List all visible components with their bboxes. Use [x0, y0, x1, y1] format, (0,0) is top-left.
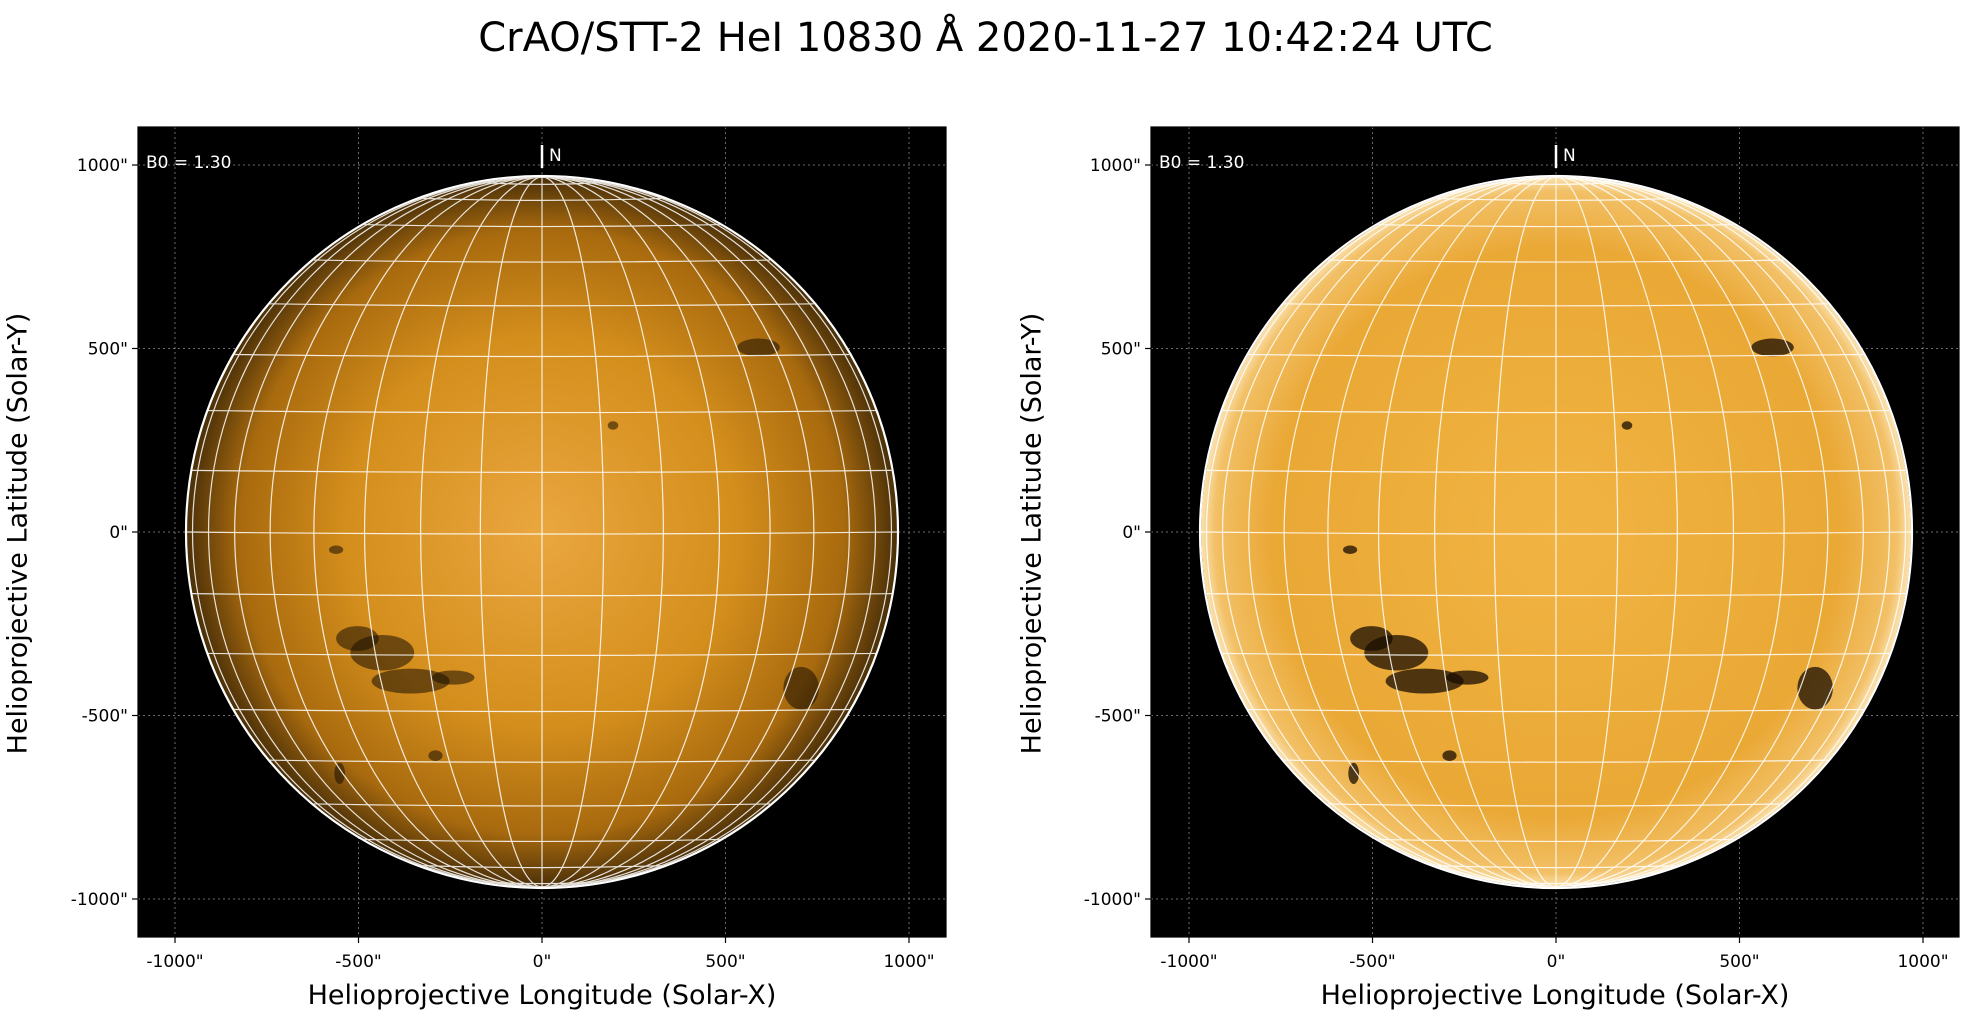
left-filament-2 — [371, 668, 450, 694]
right-meridian — [1205, 177, 1557, 887]
left-meridian — [541, 177, 893, 887]
left-heliographic-grid — [187, 177, 897, 887]
left-filament-9 — [607, 421, 619, 430]
left-meridian — [541, 177, 721, 887]
right-xtick-label: 500" — [1719, 952, 1759, 972]
left-meridian — [541, 177, 605, 887]
left-axes: N B0 = 1.30 -1000" -500" 0" 500" 1000" 1000" 500… — [71, 126, 947, 972]
left-xlabel: Helioprojective Longitude (Solar-X) — [307, 980, 777, 1011]
right-xtick-label: -500" — [1349, 952, 1395, 972]
right-meridian — [1247, 177, 1557, 887]
left-limb — [184, 174, 900, 890]
left-meridian — [541, 177, 851, 887]
right-xtick-label: -1000" — [1160, 952, 1217, 972]
left-meridian — [541, 177, 877, 887]
left-ytick-label: 1000" — [77, 156, 128, 176]
right-meridian — [1221, 177, 1557, 887]
right-meridian — [1555, 177, 1891, 887]
right-ytick-label: 1000" — [1090, 156, 1141, 176]
figure-title: CrAO/STT-2 HeI 10830 Å 2020-11-27 10:42:… — [478, 15, 1493, 61]
left-meridian — [313, 177, 543, 887]
right-xlabel: Helioprojective Longitude (Solar-X) — [1320, 980, 1790, 1011]
right-filament-7 — [1797, 666, 1833, 710]
left-filament-5 — [428, 750, 443, 761]
right-filament-4 — [1343, 545, 1358, 555]
left-xtick-label: 1000" — [883, 952, 934, 972]
left-meridian — [479, 177, 543, 887]
left-north-label: N — [549, 146, 562, 166]
right-ytick-label: 500" — [1101, 340, 1141, 360]
left-ytick-label: 500" — [88, 340, 128, 360]
right-xtick-label: 1000" — [1897, 952, 1948, 972]
left-meridian — [269, 177, 543, 887]
left-b0-label: B0 = 1.30 — [146, 153, 231, 173]
left-filament-6 — [334, 762, 345, 785]
left-ytick-label: 0" — [109, 523, 128, 543]
left-ytick-label: -1000" — [71, 890, 128, 910]
left-meridian — [541, 177, 815, 887]
left-xtick-label: -1000" — [146, 952, 203, 972]
right-filament-3 — [1445, 670, 1489, 685]
left-xtick-label: 0" — [533, 952, 552, 972]
right-ylabel: Helioprojective Latitude (Solar-Y) — [1016, 312, 1048, 755]
right-xtick-label: 0" — [1547, 952, 1566, 972]
right-meridian — [1433, 177, 1557, 887]
right-filament-6 — [1348, 762, 1359, 785]
left-meridian — [541, 177, 665, 887]
right-ytick-label: -500" — [1095, 707, 1141, 727]
right-ytick-label: 0" — [1122, 523, 1141, 543]
right-b0-label: B0 = 1.30 — [1159, 153, 1244, 173]
left-meridian — [541, 177, 771, 887]
right-limb — [1198, 174, 1914, 890]
right-filament-5 — [1442, 750, 1457, 761]
right-heliographic-grid — [1201, 177, 1911, 887]
left-meridian — [207, 177, 543, 887]
left-meridian — [191, 177, 543, 887]
right-meridian — [1327, 177, 1557, 887]
right-meridian — [1493, 177, 1557, 887]
left-filament-1 — [350, 634, 415, 671]
left-ytick-label: -500" — [82, 707, 128, 727]
right-meridian — [1555, 177, 1735, 887]
right-filaments — [1343, 338, 1833, 785]
right-meridian — [1555, 177, 1619, 887]
right-filament-8 — [1751, 338, 1794, 357]
left-filament-7 — [783, 666, 819, 710]
right-meridian — [1377, 177, 1557, 887]
right-axes: N B0 = 1.30 -1000" -500" 0" 500" 1000" 1000" 500… — [1084, 126, 1960, 972]
left-filament-4 — [329, 545, 344, 555]
right-ytick-label: -1000" — [1084, 890, 1141, 910]
right-meridian — [1555, 177, 1679, 887]
left-xtick-label: -500" — [335, 952, 381, 972]
right-meridian — [1555, 177, 1829, 887]
left-filaments — [329, 338, 819, 785]
right-meridian — [1555, 177, 1865, 887]
left-meridian — [363, 177, 543, 887]
right-filament-9 — [1621, 421, 1633, 430]
right-filament-1 — [1364, 634, 1429, 671]
left-filament-8 — [737, 338, 780, 357]
right-meridian — [1555, 177, 1907, 887]
right-meridian — [1283, 177, 1557, 887]
left-xtick-label: 500" — [705, 952, 745, 972]
left-meridian — [419, 177, 543, 887]
left-filament-3 — [431, 670, 475, 685]
right-north-label: N — [1563, 146, 1576, 166]
left-meridian — [233, 177, 543, 887]
right-meridian — [1555, 177, 1785, 887]
right-filament-2 — [1385, 668, 1464, 694]
